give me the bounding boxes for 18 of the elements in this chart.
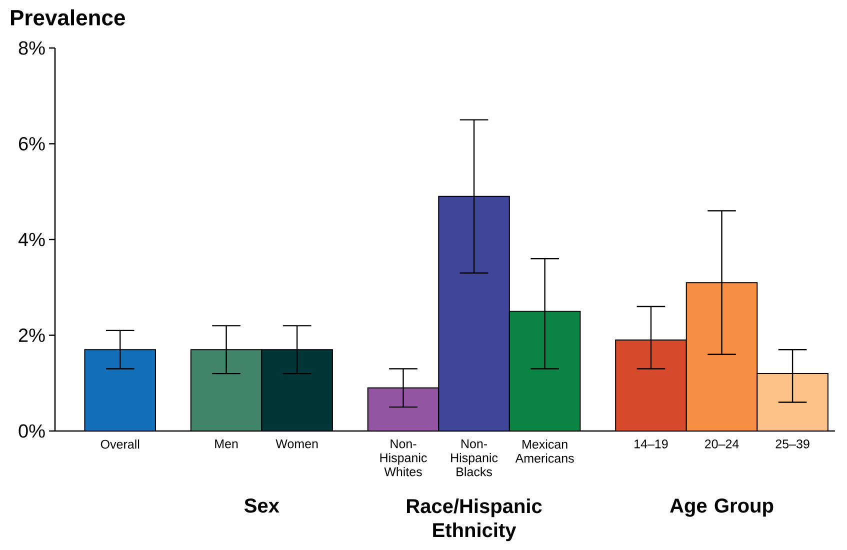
x-tick-label: Mexican Americans [515, 440, 574, 463]
text: Sex [244, 498, 280, 513]
y-tick-label: 4% [18, 232, 45, 246]
x-tick-label: Overall [100, 440, 140, 449]
text: Age Group [670, 498, 774, 517]
text: Race/Hispanic Ethnicity [407, 498, 542, 542]
y-tick-label: 2% [18, 328, 45, 342]
x-tick-label: 20–24 [705, 440, 739, 448]
x-tick-label: Non-Hispanic Whites [380, 440, 427, 476]
x-tick-label: 25–39 [776, 440, 810, 448]
x-tick-label: 14–19 [634, 440, 668, 448]
x-tick-label: Non-Hispanic Blacks [451, 440, 498, 476]
y-axis-title: Prevalence [10, 9, 125, 26]
y-tick-label: 6% [18, 137, 45, 150]
y-tick-label: 0% [18, 424, 45, 438]
x-tick-label: Men [215, 440, 238, 448]
x-tick-label: Women [276, 440, 318, 448]
y-tick-label: 8% [18, 41, 45, 55]
